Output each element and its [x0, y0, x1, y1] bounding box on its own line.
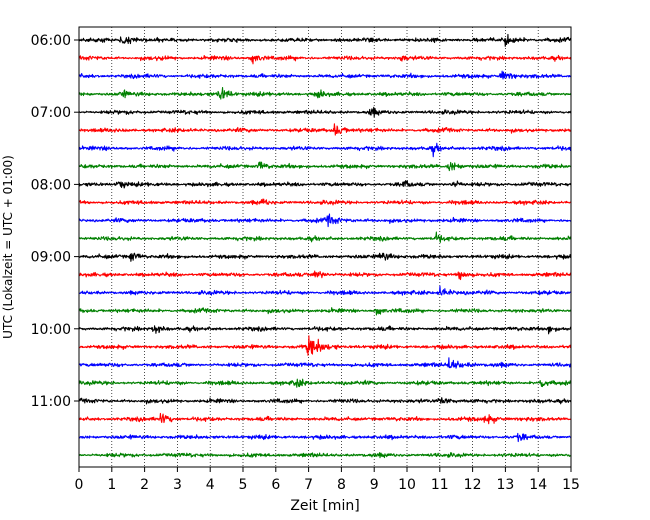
trace-0845	[78, 231, 572, 243]
trace-1045	[78, 378, 572, 388]
trace-0745	[78, 161, 572, 172]
y-tick-label-0800: 08:00	[31, 177, 71, 193]
x-tick-label-9: 9	[370, 477, 379, 493]
y-axis-title: UTC (Lokalzeit = UTC + 01:00)	[1, 155, 15, 339]
trace-1030	[78, 357, 572, 369]
x-tick-label-7: 7	[304, 477, 313, 493]
trace-group	[78, 33, 572, 459]
trace-0900	[78, 252, 572, 262]
x-tick-label-1: 1	[107, 477, 116, 493]
trace-0615	[78, 54, 572, 65]
trace-1100	[78, 397, 572, 405]
trace-1145	[78, 452, 572, 459]
trace-1130	[78, 432, 572, 443]
trace-0645	[78, 87, 572, 100]
x-tick-label-10: 10	[398, 477, 416, 493]
x-tick-label-2: 2	[140, 477, 149, 493]
grid-lines	[111, 27, 539, 467]
x-tick-label-13: 13	[496, 477, 514, 493]
trace-1015	[78, 335, 572, 356]
x-tick-label-4: 4	[206, 477, 215, 493]
trace-0930	[78, 285, 572, 296]
y-tick-label-1100: 11:00	[31, 394, 71, 410]
y-tick-label-1000: 10:00	[31, 322, 71, 338]
trace-0715	[78, 123, 572, 136]
y-axis: 06:00 07:00 08:00 09:00 10:00 11:00	[31, 33, 79, 410]
trace-0815	[78, 198, 572, 206]
trace-0600	[78, 33, 572, 47]
x-tick-label-0: 0	[75, 477, 84, 493]
x-tick-label-6: 6	[271, 477, 280, 493]
x-tick-label-12: 12	[464, 477, 482, 493]
x-tick-label-8: 8	[337, 477, 346, 493]
x-tick-label-11: 11	[431, 477, 449, 493]
x-tick-label-3: 3	[173, 477, 182, 493]
x-tick-label-15: 15	[562, 477, 580, 493]
trace-0800	[78, 180, 572, 189]
plot-frame	[78, 26, 572, 468]
trace-1000	[78, 325, 572, 335]
trace-1115	[78, 412, 572, 425]
x-axis-title: Zeit [min]	[290, 498, 359, 514]
trace-0915	[78, 270, 572, 281]
x-axis: 0 1 2 3 4 5 6 7 8 9 10 11 12 13 14 15	[75, 467, 580, 493]
y-tick-label-0600: 06:00	[31, 33, 71, 49]
y-tick-label-0900: 09:00	[31, 250, 71, 266]
trace-0945	[78, 307, 572, 316]
trace-0730	[78, 142, 572, 158]
y-tick-label-0700: 07:00	[31, 105, 71, 121]
x-tick-label-5: 5	[239, 477, 248, 493]
trace-0700	[78, 106, 572, 118]
trace-0630	[78, 70, 572, 80]
trace-0830	[78, 213, 572, 228]
x-tick-label-14: 14	[529, 477, 547, 493]
